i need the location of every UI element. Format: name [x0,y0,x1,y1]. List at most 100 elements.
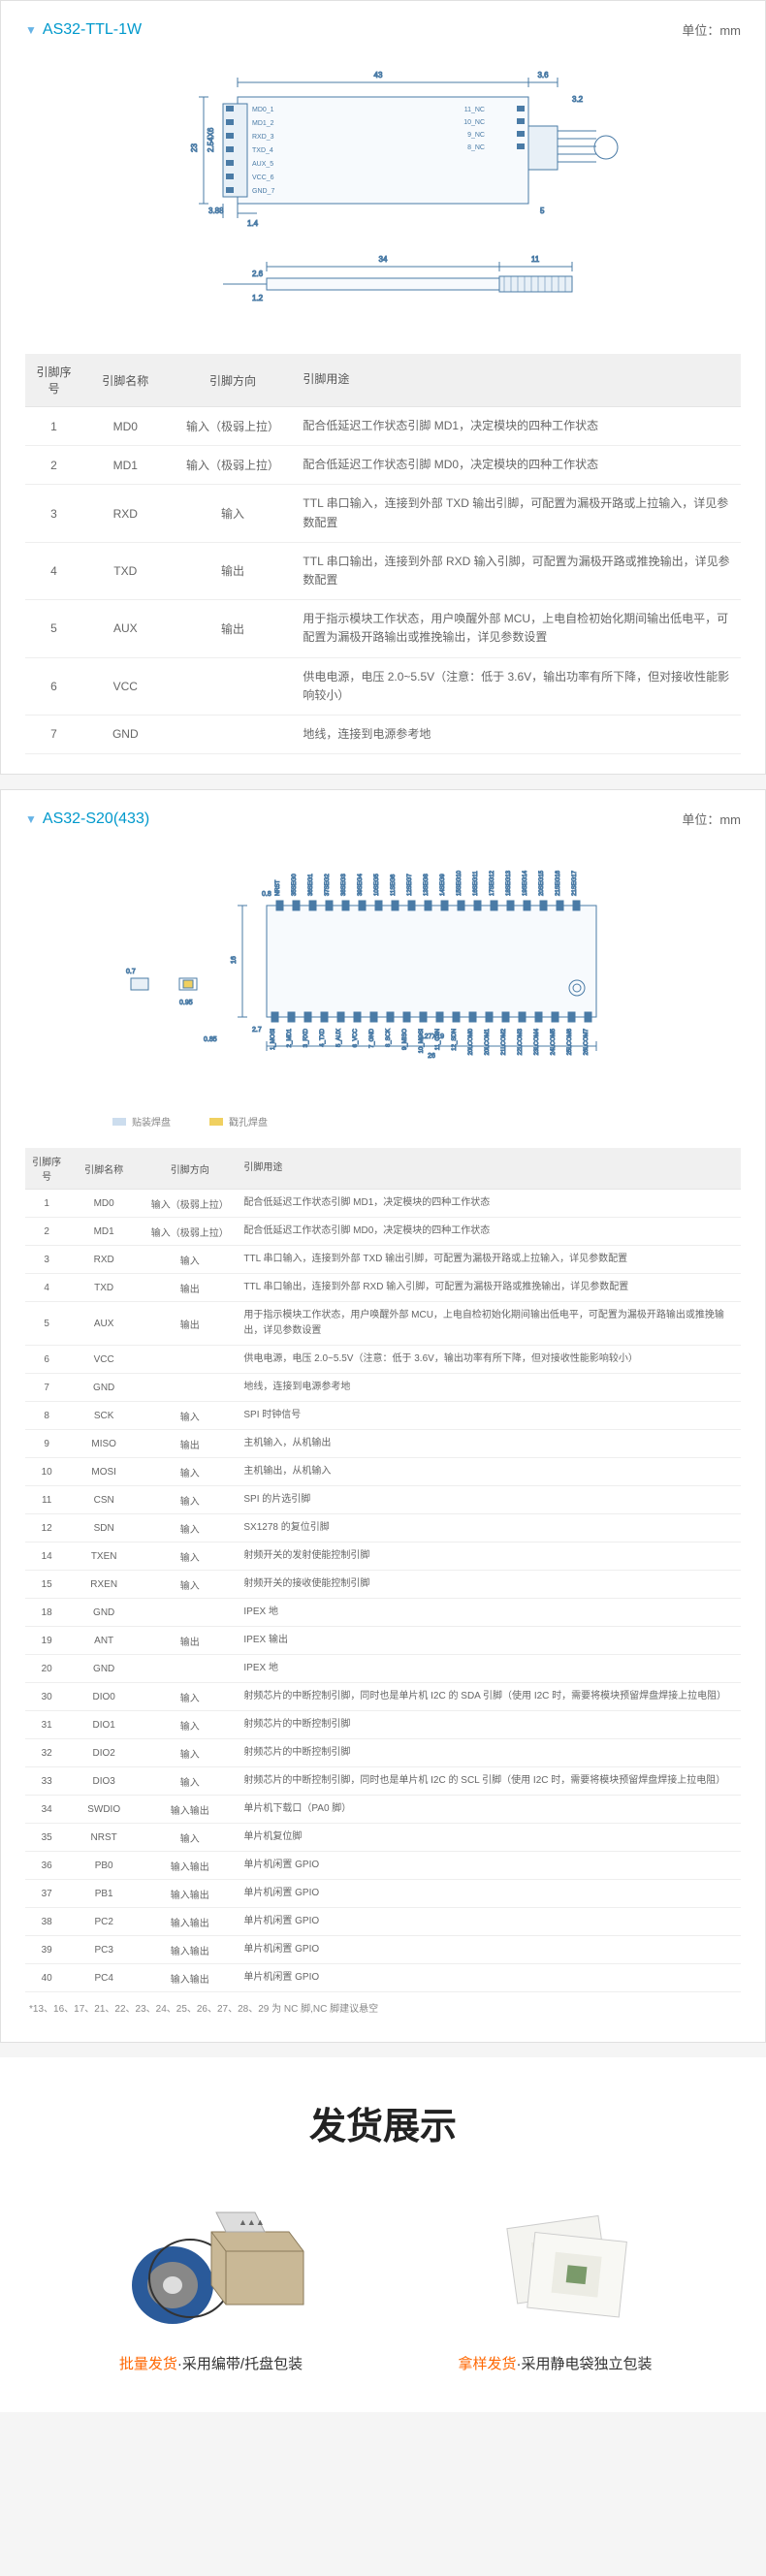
table-cell: GND [68,1655,140,1683]
svg-text:12_SDN: 12_SDN [452,1029,458,1051]
table-cell: 8 [25,1402,68,1430]
table-cell: 39 [25,1936,68,1964]
svg-text:7_GND: 7_GND [369,1028,375,1048]
table-cell: 5 [25,1302,68,1346]
svg-text:MD1_2: MD1_2 [252,120,274,127]
table-cell: 40 [25,1964,68,1992]
table-cell: 7 [25,715,82,753]
table-cell: 输入 [140,1402,239,1430]
table-cell: 输出 [140,1274,239,1302]
svg-text:38SEG3: 38SEG3 [341,874,347,896]
table-cell: 单片机闲置 GPIO [239,1936,741,1964]
svg-text:GND_7: GND_7 [252,188,274,195]
svg-text:MD0_1: MD0_1 [252,107,274,113]
table-cell: AUX [82,600,169,657]
table-row: 32DIO2输入射频芯片的中断控制引脚 [25,1739,741,1767]
svg-text:20SEG15: 20SEG15 [539,870,545,896]
table-cell: 2 [25,446,82,485]
table-cell: MD1 [82,446,169,485]
table-cell: 输入 [140,1824,239,1852]
table-cell [140,1346,239,1374]
table-cell: 输入输出 [140,1852,239,1880]
table-row: 4TXD输出TTL 串口输出，连接到外部 RXD 输入引脚，可配置为漏极开路或推… [25,542,741,599]
table-cell: 主机输出，从机输入 [239,1458,741,1486]
diagram-1: 43 3.6 3.2 MD0_1M [25,53,741,354]
table-header: 引脚序号 [25,354,82,407]
table-row: 37PB1输入输出单片机闲置 GPIO [25,1880,741,1908]
svg-text:39SEG4: 39SEG4 [358,874,364,896]
table-cell: 用于指示模块工作状态，用户唤醒外部 MCU，上电自检初始化期间输出低电平，可配置… [297,600,741,657]
table-cell: 配合低延迟工作状态引脚 MD0，决定模块的四种工作状态 [239,1218,741,1246]
svg-text:RXD_3: RXD_3 [252,134,274,141]
table-cell: 配合低延迟工作状态引脚 MD1，决定模块的四种工作状态 [297,407,741,446]
table-cell: TTL 串口输入，连接到外部 TXD 输出引脚，可配置为漏极开路或上拉输入，详见… [239,1246,741,1274]
table-cell: 单片机闲置 GPIO [239,1880,741,1908]
table-cell: 37 [25,1880,68,1908]
table-cell: 配合低延迟工作状态引脚 MD1，决定模块的四种工作状态 [239,1190,741,1218]
table-cell: VCC [68,1346,140,1374]
table-row: 38PC2输入输出单片机闲置 GPIO [25,1908,741,1936]
pad-smd: 贴装焊盘 [112,1114,171,1129]
shipping-title: 发货展示 [0,2096,766,2149]
table-cell: 19 [25,1627,68,1655]
table-cell: SPI 时钟信号 [239,1402,741,1430]
ship-normal: ·采用静电袋独立包装 [517,2356,653,2372]
table-cell: IPEX 输出 [239,1627,741,1655]
table-cell: 30 [25,1683,68,1711]
svg-text:20LCOM1: 20LCOM1 [485,1028,491,1055]
table-row: 2MD1输入（极弱上拉）配合低延迟工作状态引脚 MD0，决定模块的四种工作状态 [25,1218,741,1246]
ship-text: 拿样发货·采用静电袋独立包装 [383,2353,727,2373]
svg-text:10_MOSI: 10_MOSI [419,1029,425,1054]
svg-text:9_MISO: 9_MISO [402,1029,408,1050]
table-cell: 输入 [140,1514,239,1542]
section-as32-s20: AS32-S20(433) 单位：mm NRST35SEG036SEG137SE… [0,789,766,2043]
table-cell: 射频芯片的中断控制引脚 [239,1739,741,1767]
svg-text:8_SCK: 8_SCK [386,1029,392,1047]
table-cell: 地线，连接到电源参考地 [239,1374,741,1402]
table-cell: 15 [25,1571,68,1599]
table-row: 6VCC供电电源，电压 2.0~5.5V（注意：低于 3.6V，输出功率有所下降… [25,1346,741,1374]
table-header: 引脚用途 [297,354,741,407]
ship-col-bulk: ▲▲▲ 批量发货·采用编带/托盘包装 [39,2183,383,2373]
table-cell: DIO0 [68,1683,140,1711]
svg-text:21SEG17: 21SEG17 [572,870,578,896]
esd-bag-image [383,2183,727,2338]
table-row: 11CSN输入SPI 的片选引脚 [25,1486,741,1514]
svg-text:19SEG14: 19SEG14 [523,870,528,896]
table-cell: IPEX 地 [239,1655,741,1683]
table-cell: DIO3 [68,1767,140,1796]
svg-text:0.85: 0.85 [204,1036,217,1043]
table-cell: 输入输出 [140,1936,239,1964]
table-row: 31DIO1输入射频芯片的中断控制引脚 [25,1711,741,1739]
table-cell: 3 [25,1246,68,1274]
svg-text:21SEG16: 21SEG16 [556,870,561,896]
table-cell: 供电电源，电压 2.0~5.5V（注意：低于 3.6V，输出功率有所下降，但对接… [239,1346,741,1374]
table-cell: DIO1 [68,1711,140,1739]
table-row: 1MD0输入（极弱上拉）配合低延迟工作状态引脚 MD1，决定模块的四种工作状态 [25,407,741,446]
svg-text:AUX_5: AUX_5 [252,161,273,168]
svg-text:2.7: 2.7 [252,1027,262,1034]
section-header: AS32-TTL-1W 单位：mm [25,20,741,39]
table-cell: 34 [25,1796,68,1824]
footnote: *13、16、17、21、22、23、24、25、26、27、28、29 为 N… [25,1992,741,2022]
table-cell: GND [68,1599,140,1627]
table-cell: SWDIO [68,1796,140,1824]
table-cell [140,1655,239,1683]
table-cell: SDN [68,1514,140,1542]
pad-label: 戳孔焊盘 [229,1114,268,1129]
table-cell: 33 [25,1767,68,1796]
table-cell: 供电电源，电压 2.0~5.5V（注意：低于 3.6V，输出功率有所下降，但对接… [297,657,741,715]
table-cell: 输入（极弱上拉） [140,1218,239,1246]
table-row: 3RXD输入TTL 串口输入，连接到外部 TXD 输出引脚，可配置为漏极开路或上… [25,485,741,542]
table-cell: MD0 [68,1190,140,1218]
table-cell: 9 [25,1430,68,1458]
table-cell: 射频开关的接收使能控制引脚 [239,1571,741,1599]
table-cell: 单片机复位脚 [239,1824,741,1852]
table-cell: 20 [25,1655,68,1683]
table-row: 2MD1输入（极弱上拉）配合低延迟工作状态引脚 MD0，决定模块的四种工作状态 [25,446,741,485]
table-cell: RXEN [68,1571,140,1599]
table-header: 引脚方向 [169,354,298,407]
section-header: AS32-S20(433) 单位：mm [25,810,741,828]
table-cell: 输出 [140,1430,239,1458]
table-cell: 输入 [169,485,298,542]
